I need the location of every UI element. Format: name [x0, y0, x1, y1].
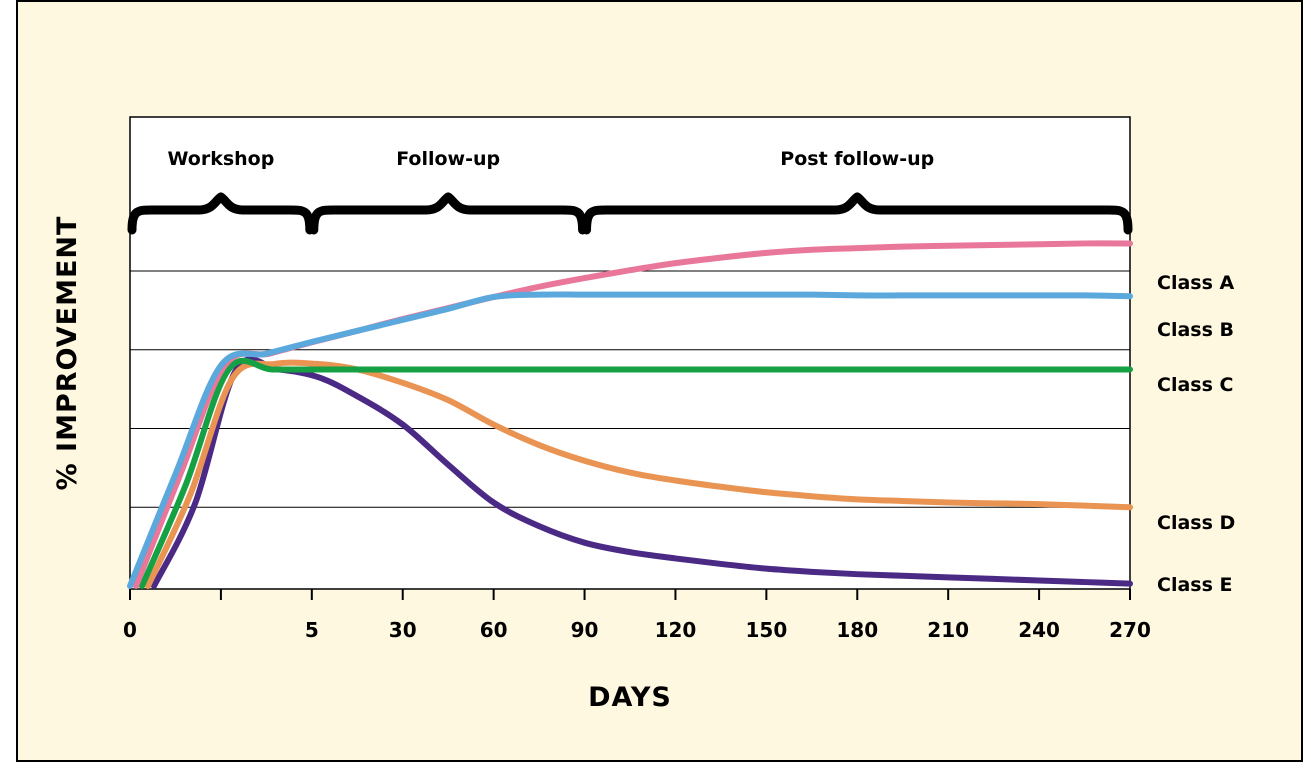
series-lines: [127, 240, 1133, 589]
series-label: Class B: [1157, 319, 1234, 341]
phase-label: Post follow-up: [780, 148, 934, 170]
x-tick-label: 90: [571, 618, 599, 642]
phase-label: Follow-up: [396, 148, 500, 170]
phase-labels: Workshop Follow-up Post follow-up: [167, 148, 934, 170]
x-tick-label: 30: [389, 618, 417, 642]
y-axis-title: % IMPROVEMENT: [52, 216, 83, 491]
phase-brace: [582, 192, 1133, 235]
x-tick-label: 180: [836, 618, 878, 642]
phase-braces: [127, 192, 1133, 235]
x-tick-label: 240: [1018, 618, 1060, 642]
series-line-class-d: [145, 359, 1133, 589]
chart-frame: Workshop Follow-up Post follow-up 0 5 30 60 90…: [16, 0, 1303, 762]
series-label: Class A: [1157, 272, 1235, 294]
x-tick-label: 120: [655, 618, 697, 642]
series-line-class-c: [139, 357, 1133, 589]
x-tick-label: 60: [480, 618, 508, 642]
series-line-class-b: [127, 291, 1133, 589]
series-label: Class E: [1157, 574, 1233, 596]
series-label: Class C: [1157, 374, 1233, 396]
x-tick-label: 5: [305, 618, 319, 642]
phase-brace: [127, 192, 315, 235]
plot-area: [129, 116, 1131, 590]
x-tick-label: 210: [927, 618, 969, 642]
line-chart: Workshop Follow-up Post follow-up 0 5 30 60 90…: [52, 116, 1235, 713]
x-axis-title: DAYS: [588, 682, 672, 713]
x-axis: 0 5 30 60 90 120 150 180 210 240 270: [123, 589, 1151, 642]
series-label: Class D: [1157, 512, 1235, 534]
x-tick-label: 150: [745, 618, 787, 642]
phase-label: Workshop: [167, 148, 274, 170]
x-tick-label: 0: [123, 618, 137, 642]
series-labels: Class A Class B Class C Class D Class E: [1157, 272, 1235, 596]
phase-brace: [309, 192, 588, 235]
x-tick-label: 270: [1109, 618, 1151, 642]
